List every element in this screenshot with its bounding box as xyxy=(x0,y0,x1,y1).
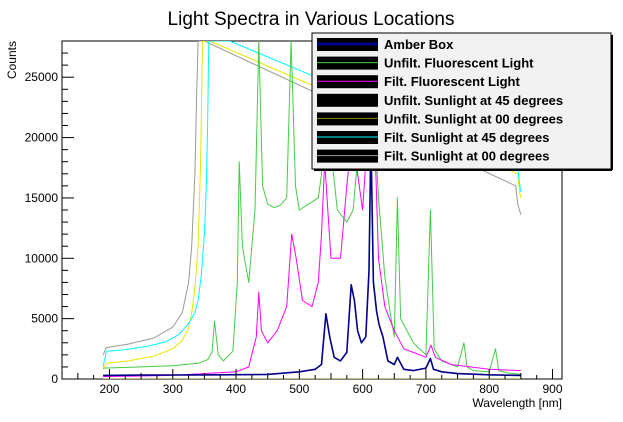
legend-entry-label: Filt. Sunlight at 45 degrees xyxy=(384,130,549,145)
legend-entry-label: Unfilt. Fluorescent Light xyxy=(384,56,534,71)
y-tick-label: 25000 xyxy=(25,70,59,84)
x-tick-label: 400 xyxy=(226,382,246,396)
y-tick-label: 5000 xyxy=(31,312,58,326)
chart-title: Light Spectra in Various Locations xyxy=(168,9,455,30)
x-tick-label: 500 xyxy=(289,382,309,396)
y-tick-label: 20000 xyxy=(25,131,59,145)
legend-entry-label: Unfilt. Sunlight at 45 degrees xyxy=(384,93,563,108)
legend-entry-label: Filt. Sunlight at 00 degrees xyxy=(384,149,549,164)
y-tick-label: 15000 xyxy=(25,191,59,205)
x-tick-label: 200 xyxy=(99,382,119,396)
series-line-6 xyxy=(102,41,522,356)
series-line-2 xyxy=(103,41,521,378)
x-tick-label: 900 xyxy=(542,382,562,396)
x-tick-label: 600 xyxy=(353,382,373,396)
y-tick-label: 10000 xyxy=(25,251,59,265)
x-tick-label: 300 xyxy=(163,382,183,396)
series-line-5 xyxy=(102,41,522,367)
y-axis-label: Counts xyxy=(5,41,19,79)
legend-entry-label: Amber Box xyxy=(384,37,454,52)
x-axis-label: Wavelength [nm] xyxy=(472,396,562,410)
legend: Amber Box Unfilt. Fluorescent Light Filt. … xyxy=(311,32,613,171)
legend-entry-label: Unfilt. Sunlight at 00 degrees xyxy=(384,111,563,126)
legend-entry-label: Filt. Fluorescent Light xyxy=(384,74,520,89)
y-tick-label: 0 xyxy=(51,372,58,386)
axes-layer: 200 300 400 500 600 700 800 900 0 5000 10000 15000 2… xyxy=(25,40,563,396)
x-tick-label: 800 xyxy=(479,382,499,396)
x-tick-label: 700 xyxy=(416,382,436,396)
